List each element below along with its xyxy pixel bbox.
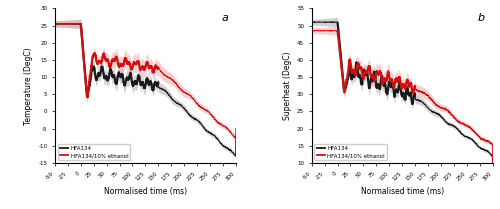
X-axis label: Normalised time (ms): Normalised time (ms): [104, 187, 187, 196]
X-axis label: Normalised time (ms): Normalised time (ms): [360, 187, 444, 196]
Text: a: a: [222, 13, 228, 23]
Y-axis label: Superheat (DegC): Superheat (DegC): [282, 51, 292, 120]
Legend: HFA134, HFA134/10% ethanol: HFA134, HFA134/10% ethanol: [58, 144, 130, 160]
Y-axis label: Temperature (DegC): Temperature (DegC): [24, 47, 33, 125]
Text: b: b: [478, 13, 485, 23]
Legend: HFA134, HFA134/10% ethanol: HFA134, HFA134/10% ethanol: [314, 144, 387, 160]
